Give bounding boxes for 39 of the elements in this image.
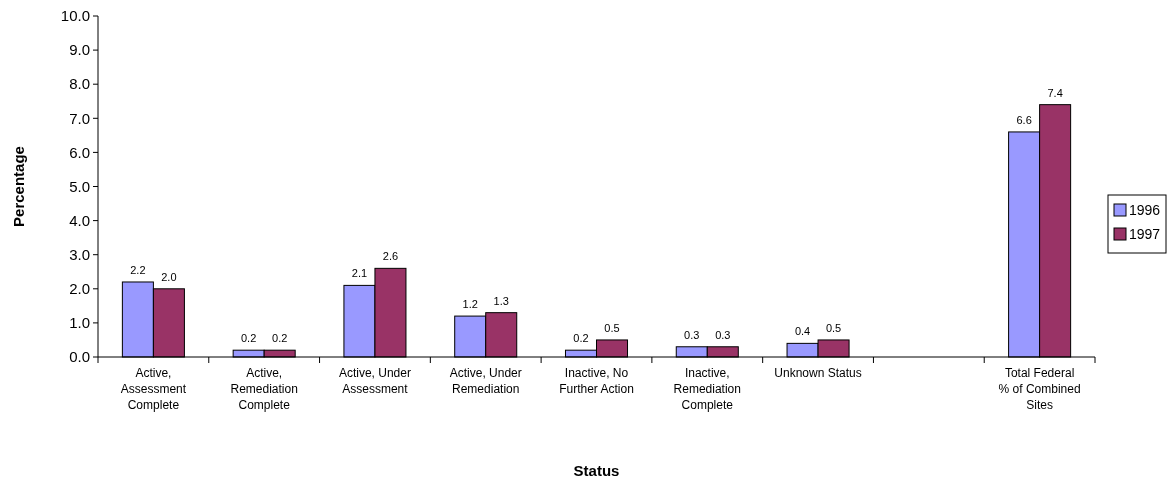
x-tick-label: Active, Assessment Complete bbox=[120, 366, 187, 412]
y-tick-label: 1.0 bbox=[69, 314, 90, 332]
data-label: 0.5 bbox=[825, 321, 842, 334]
y-tick-label: 3.0 bbox=[69, 245, 90, 263]
x-tick-label: Active, Remediation Complete bbox=[230, 366, 298, 412]
y-tick-label: 9.0 bbox=[69, 41, 90, 59]
legend-label: 1997 bbox=[1129, 225, 1161, 242]
x-tick-label: Unknown Status bbox=[774, 366, 862, 380]
data-label: 0.3 bbox=[715, 328, 731, 341]
y-tick-label: 8.0 bbox=[69, 75, 90, 93]
data-label: 0.3 bbox=[684, 328, 700, 341]
data-label: 0.4 bbox=[794, 325, 811, 338]
x-tick-label: Total Federal % of Combined Sites bbox=[998, 366, 1081, 412]
data-label: 1.3 bbox=[493, 294, 509, 307]
y-axis-title: Percentage bbox=[10, 146, 27, 227]
y-tick-label: 2.0 bbox=[69, 280, 90, 298]
x-tick-label: Active, Under Assessment bbox=[338, 366, 411, 396]
data-label: 7.4 bbox=[1047, 86, 1063, 99]
legend-label: 1996 bbox=[1129, 201, 1161, 218]
y-tick-label: 4.0 bbox=[69, 211, 90, 229]
y-tick-label: 5.0 bbox=[69, 177, 90, 195]
x-axis-title: Status bbox=[573, 462, 620, 479]
data-label: 0.5 bbox=[604, 321, 620, 334]
data-label: 0.2 bbox=[573, 332, 589, 345]
data-label: 2.6 bbox=[382, 250, 399, 263]
y-tick-label: 0.0 bbox=[69, 348, 90, 366]
y-tick-label: 7.0 bbox=[69, 109, 90, 127]
data-label: 0.2 bbox=[272, 332, 288, 345]
y-tick-label: 6.0 bbox=[69, 143, 90, 161]
y-tick-label: 10.0 bbox=[60, 7, 90, 25]
x-tick-label: Inactive, Remediation Complete bbox=[673, 366, 741, 412]
data-label: 0.2 bbox=[241, 332, 257, 345]
x-tick-label: Active, Under Remediation bbox=[449, 366, 522, 396]
data-label: 2.2 bbox=[130, 263, 146, 276]
data-label: 2.1 bbox=[351, 267, 368, 280]
data-label: 6.6 bbox=[1016, 113, 1032, 126]
data-label: 2.0 bbox=[161, 270, 177, 283]
x-tick-label: Inactive, No Further Action bbox=[559, 366, 634, 396]
data-label: 1.2 bbox=[462, 298, 478, 311]
